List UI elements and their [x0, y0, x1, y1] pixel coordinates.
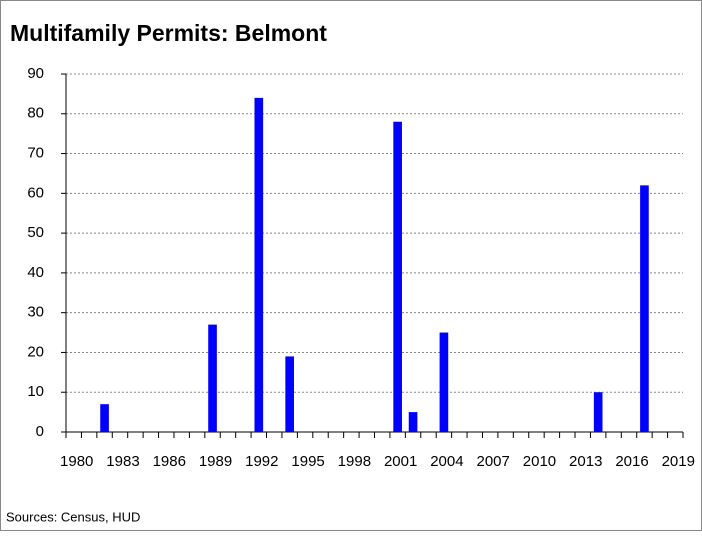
x-tick-label: 2004	[430, 453, 463, 470]
x-tick-label: 2007	[477, 453, 510, 470]
bar	[640, 185, 649, 432]
x-tick-label: 2010	[523, 453, 556, 470]
x-tick-label: 2001	[384, 453, 417, 470]
x-tick-label: 1980	[60, 453, 93, 470]
y-tick-label: 0	[36, 423, 44, 440]
x-tick-label: 1986	[153, 453, 186, 470]
y-tick-label: 40	[27, 264, 44, 281]
chart-title: Multifamily Permits: Belmont	[10, 20, 327, 46]
y-tick-label: 50	[27, 224, 44, 241]
y-tick-label: 10	[27, 383, 44, 400]
x-tick-label: 2016	[615, 453, 648, 470]
bar	[593, 392, 603, 432]
bar	[254, 97, 264, 432]
x-tick-label: 1989	[199, 453, 232, 470]
bar	[208, 324, 217, 432]
x-tick-label: 1983	[106, 453, 139, 470]
y-tick-label: 60	[27, 184, 44, 201]
source-note: Sources: Census, HUD	[6, 509, 140, 524]
y-tick-label: 80	[27, 105, 44, 122]
bar	[393, 121, 402, 432]
x-tick-label: 1995	[291, 453, 324, 470]
y-tick-label: 20	[27, 343, 44, 360]
y-tick-label: 70	[27, 145, 44, 162]
x-tick-label: 2013	[569, 453, 602, 470]
x-tick-label: 1998	[338, 453, 371, 470]
bar	[408, 412, 418, 432]
bar	[285, 356, 294, 432]
y-tick-label: 90	[27, 65, 44, 82]
bar	[439, 332, 449, 432]
y-tick-label: 30	[27, 304, 44, 321]
x-tick-label: 2019	[662, 453, 695, 470]
x-tick-label: 1992	[245, 453, 278, 470]
bar	[100, 404, 109, 432]
